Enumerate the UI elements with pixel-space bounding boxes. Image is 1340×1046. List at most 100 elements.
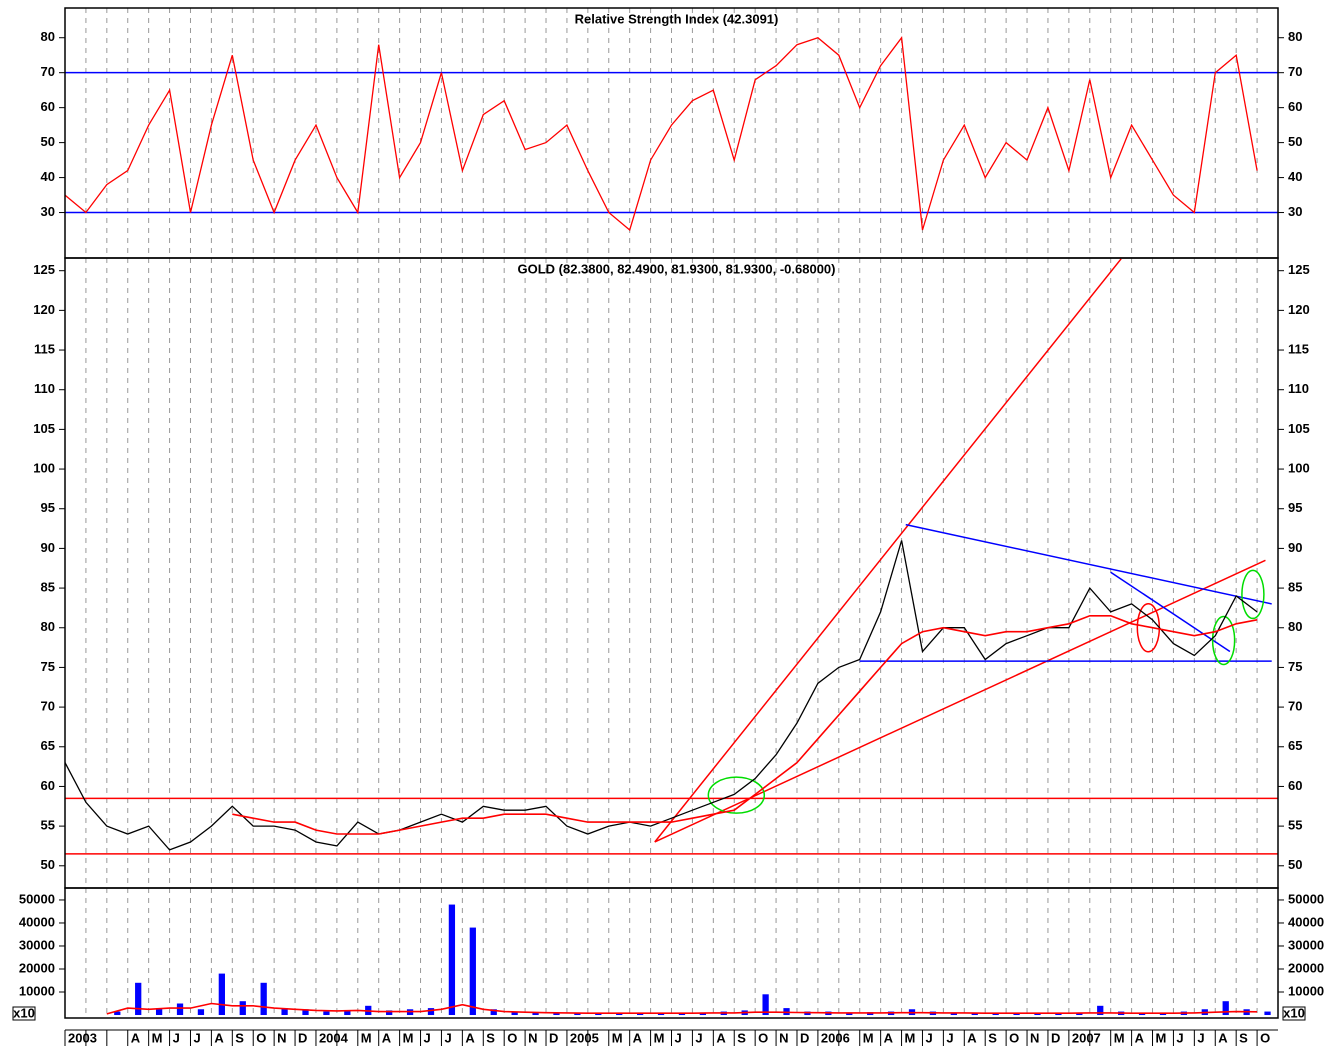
volume-bar [616,1013,623,1016]
x-tick-label: 2005 [570,1030,599,1045]
highlight [707,776,766,814]
volume-bar [971,1012,978,1016]
volume-bar [386,1010,393,1016]
volume-bar [448,904,456,1016]
volume-bar [260,982,267,1016]
volume-bar [950,1012,957,1016]
volume-bar [1097,1005,1104,1016]
y-tick-label: 70 [41,699,55,714]
y-tick-label: 40 [41,169,55,184]
y-tick-label: 10000 [19,983,55,998]
series-line [232,615,1258,835]
x-tick-label: O [1260,1030,1270,1045]
y-tick-label: 65 [41,738,55,753]
x-tick-label: O [1009,1030,1019,1045]
x-tick-label: M [612,1030,623,1045]
y-tick-label: 50 [1288,857,1302,872]
x-tick-label: A [382,1030,392,1045]
y-tick-label: 60 [1288,99,1302,114]
volume-bar [176,1003,184,1016]
y-tick-label: 60 [41,99,55,114]
volume-bar [344,1010,351,1016]
volume-bar [1076,1012,1083,1016]
y-tick-label: 105 [1288,421,1310,436]
x-tick-label: J [173,1030,180,1045]
y-tick-label: 60 [1288,778,1302,793]
y-tick-label: 30 [41,204,55,219]
x-tick-label: M [654,1030,665,1045]
volume-bar [469,927,476,1016]
x-tick-label: J [925,1030,932,1045]
x-tick-label: J [675,1030,682,1045]
x-tick-label: J [695,1030,702,1045]
y-tick-label: 115 [34,341,55,356]
volume-bar [699,1012,707,1016]
y-tick-label: 60 [41,778,55,793]
y-tick-label: 70 [1288,64,1302,79]
y-tick-label: 30000 [19,937,55,952]
volume-bar [511,1011,518,1016]
y-tick-label: 50000 [1288,891,1324,906]
x-tick-label: S [737,1030,746,1045]
y-tick-label: 70 [41,64,55,79]
y-tick-label: 100 [33,460,55,475]
x-tick-label: O [758,1030,768,1045]
y-tick-label: 65 [1288,738,1302,753]
x-tick-label: J [424,1030,431,1045]
x-tick-label: D [549,1030,558,1045]
x-tick-label: J [193,1030,200,1045]
x-tick-label: A [1218,1030,1228,1045]
x-tick-label: D [800,1030,809,1045]
y-tick-label: 30000 [1288,937,1324,952]
volume-bar [239,1001,246,1016]
x-tick-label: S [235,1030,244,1045]
x-tick-label: 2006 [821,1030,850,1045]
y-tick-label: 30 [1288,204,1302,219]
volume-bar [135,982,142,1016]
panel-frame [64,887,1279,1019]
y-tick-label: 125 [33,262,55,277]
x-tick-label: N [779,1030,788,1045]
y-tick-label: 50 [1288,134,1302,149]
x-tick-label: S [1239,1030,1248,1045]
volume-bar [323,1011,330,1016]
y-tick-label: 90 [41,540,55,555]
y-tick-label: 80 [41,29,55,44]
x-tick-label: A [884,1030,894,1045]
volume-bar [762,994,769,1016]
y-tick-label: 75 [41,659,55,674]
trendline [654,258,1122,843]
x-tick-label: A [1135,1030,1145,1045]
panel-title: Relative Strength Index (42.3091) [575,11,779,26]
trendline [905,523,1272,605]
volume-bar [1222,1001,1229,1016]
x-tick-label: 2007 [1072,1030,1101,1045]
y-tick-label: 55 [1288,818,1302,833]
trendline [1110,571,1231,653]
y-tick-label: 80 [41,619,55,634]
x-tick-label: M [863,1030,874,1045]
y-tick-label: 50 [41,134,55,149]
volume-bar [636,1013,644,1016]
y-tick-label: 95 [41,500,55,515]
x-tick-label: A [131,1030,141,1045]
x-tick-label: 2004 [319,1030,349,1045]
volume-bar [574,1012,581,1016]
y-tick-label: 50 [41,857,55,872]
y-tick-label: 85 [41,580,55,595]
x-tick-label: N [277,1030,286,1045]
x-tick-label: S [486,1030,495,1045]
y-tick-label: 55 [41,818,55,833]
x-tick-label: S [988,1030,997,1045]
x-tick-label: 2003 [68,1030,97,1045]
y-tick-label: 80 [1288,29,1302,44]
y-tick-label: 75 [1288,659,1302,674]
volume-bar [281,1008,288,1016]
volume-bar [846,1012,853,1016]
y-tick-label: 40000 [1288,914,1324,929]
y-tick-label: 105 [33,421,55,436]
panel-title: GOLD (82.3800, 82.4900, 81.9300, 81.9300… [517,261,835,276]
x-tick-label: J [1176,1030,1183,1045]
series-line [65,35,1258,232]
